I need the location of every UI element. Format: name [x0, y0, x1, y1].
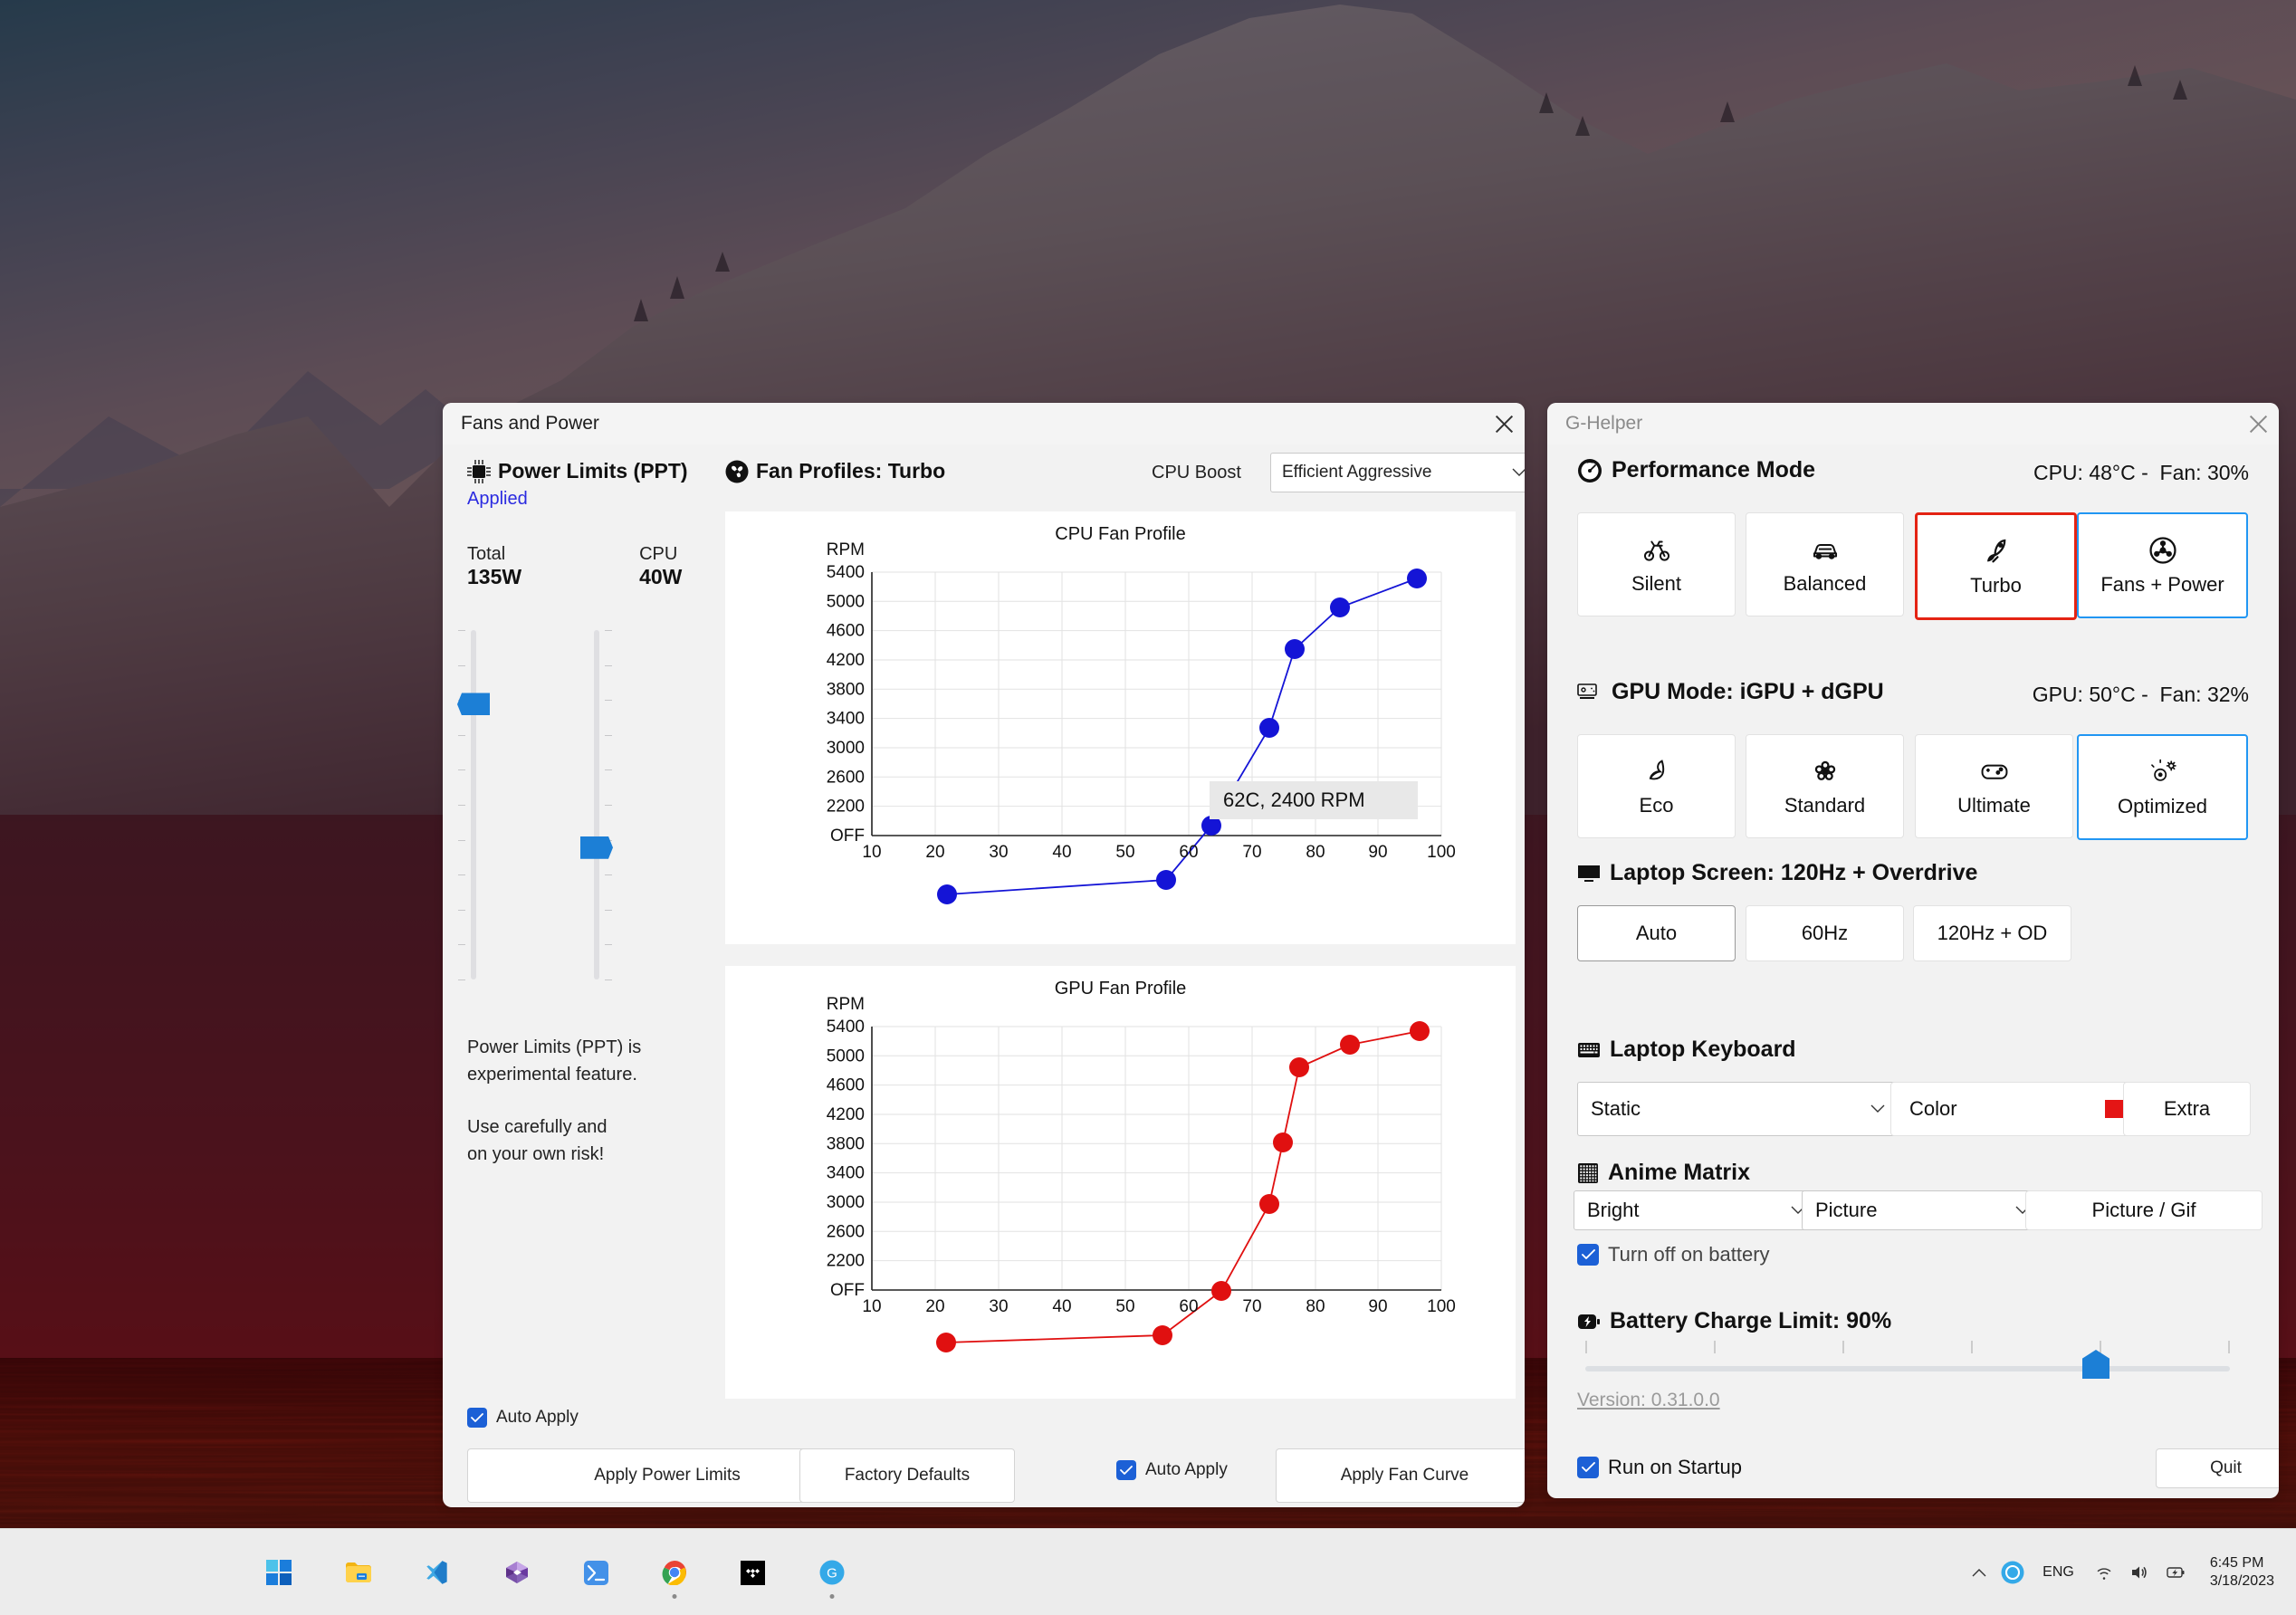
svg-text:5400: 5400 — [827, 563, 865, 582]
svg-text:20: 20 — [925, 843, 944, 862]
svg-text:10: 10 — [862, 843, 881, 862]
svg-text:40: 40 — [1052, 843, 1071, 862]
svg-text:4600: 4600 — [827, 622, 865, 641]
svg-text:62C, 2400 RPM: 62C, 2400 RPM — [1223, 788, 1365, 811]
svg-text:2600: 2600 — [827, 1222, 865, 1241]
svg-text:4200: 4200 — [827, 1105, 865, 1124]
svg-text:90: 90 — [1368, 1297, 1387, 1316]
svg-text:30: 30 — [989, 1297, 1008, 1316]
svg-text:G: G — [827, 1566, 837, 1582]
svg-text:60: 60 — [1179, 843, 1198, 862]
svg-text:3800: 3800 — [827, 680, 865, 699]
svg-text:4600: 4600 — [827, 1076, 865, 1095]
svg-text:70: 70 — [1242, 1297, 1261, 1316]
svg-text:40: 40 — [1052, 1297, 1071, 1316]
svg-text:80: 80 — [1306, 843, 1325, 862]
svg-text:5000: 5000 — [827, 1046, 865, 1066]
svg-text:10: 10 — [862, 1297, 881, 1316]
svg-text:4200: 4200 — [827, 651, 865, 670]
svg-text:50: 50 — [1115, 1297, 1134, 1316]
svg-text:OFF: OFF — [830, 1281, 865, 1300]
svg-text:80: 80 — [1306, 1297, 1325, 1316]
svg-text:50: 50 — [1115, 843, 1134, 862]
svg-text:60: 60 — [1179, 1297, 1198, 1316]
svg-text:3400: 3400 — [827, 710, 865, 729]
svg-text:3000: 3000 — [827, 739, 865, 758]
svg-text:70: 70 — [1242, 843, 1261, 862]
svg-text:OFF: OFF — [830, 827, 865, 846]
svg-text:3400: 3400 — [827, 1164, 865, 1183]
svg-text:100: 100 — [1427, 1297, 1456, 1316]
svg-text:20: 20 — [925, 1297, 944, 1316]
svg-text:3000: 3000 — [827, 1193, 865, 1212]
svg-text:2600: 2600 — [827, 768, 865, 787]
svg-text:2200: 2200 — [827, 1252, 865, 1271]
svg-text:2200: 2200 — [827, 798, 865, 817]
svg-text:5000: 5000 — [827, 592, 865, 611]
svg-text:100: 100 — [1427, 843, 1456, 862]
svg-text:90: 90 — [1368, 843, 1387, 862]
svg-text:3800: 3800 — [827, 1134, 865, 1153]
svg-text:5400: 5400 — [827, 1018, 865, 1037]
svg-text:30: 30 — [989, 843, 1008, 862]
